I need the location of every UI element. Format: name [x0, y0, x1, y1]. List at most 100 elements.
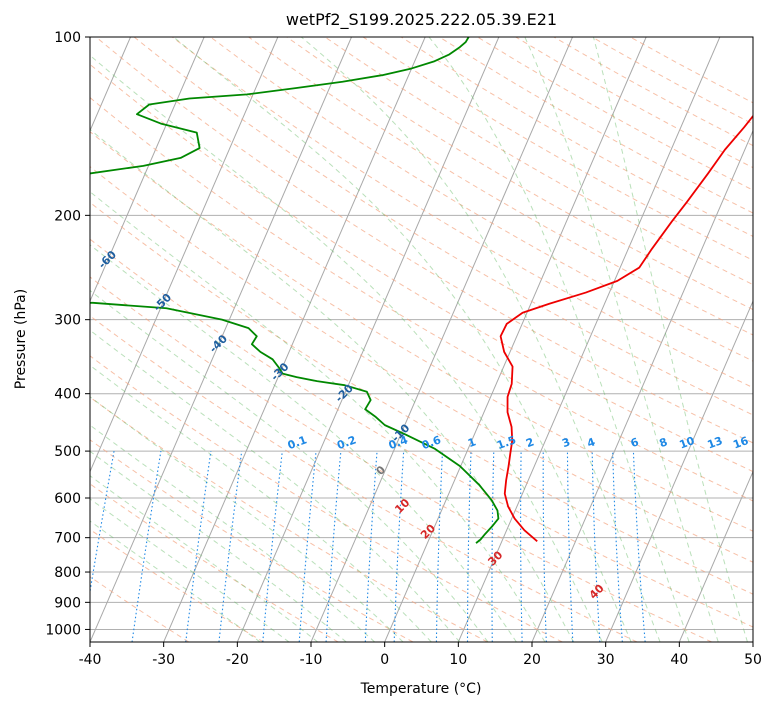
mixing-ratio-line	[364, 451, 378, 642]
mixing-ratio-label: 2	[524, 435, 536, 450]
mixing-ratio-label: 1	[466, 435, 478, 450]
mixing-ratio-line	[185, 451, 212, 642]
dry-adiabat-line	[90, 238, 753, 628]
mixing-ratio-line	[591, 451, 601, 642]
mixing-ratio-line	[298, 451, 317, 642]
x-tick-label: 20	[523, 652, 541, 668]
moist-adiabat-line	[90, 520, 261, 642]
moist-adiabat-label: 0	[374, 463, 389, 478]
moist-adiabats	[90, 37, 748, 642]
mixing-ratio-label: 4	[585, 435, 597, 450]
dry-adiabat-line	[90, 315, 638, 642]
x-tick-label: 50	[744, 652, 762, 668]
moist-adiabat-line	[90, 396, 404, 642]
temperature-profile-line	[499, 114, 753, 543]
dewpoint-profile-line	[90, 37, 500, 544]
isotherm-line	[457, 37, 721, 642]
mixing-ratio-line	[325, 451, 342, 642]
dry-adiabat-label: -40	[207, 332, 230, 355]
moist-adiabat-line	[90, 329, 461, 642]
dry-adiabat-line	[90, 355, 563, 642]
dry-adiabat-line	[90, 63, 753, 473]
mixing-ratio-label: 10	[678, 434, 697, 452]
moist-adiabat-line	[90, 498, 290, 642]
mixing-ratio-label: 16	[731, 434, 750, 452]
mixing-ratio-line	[632, 451, 646, 642]
y-tick-label: 200	[54, 208, 81, 224]
x-tick-label: 0	[380, 652, 389, 668]
mixing-ratio-label: 0.2	[335, 433, 358, 452]
x-axis-ticks: -40 -30 -20 -10 0 10 20 30 40 50	[79, 642, 762, 668]
mixing-ratio-line	[90, 451, 115, 595]
y-tick-label: 100	[54, 30, 81, 46]
mixing-ratio-label: 1.5	[495, 433, 518, 452]
isotherm-line	[531, 129, 753, 642]
isotherm-line	[605, 299, 753, 642]
y-tick-label: 500	[54, 444, 81, 460]
sounding-profiles	[90, 37, 753, 544]
dry-adiabat-line	[90, 396, 488, 642]
dry-adiabat-line	[553, 37, 753, 147]
dry-adiabat-line	[210, 37, 753, 362]
dry-adiabat-label: -30	[268, 360, 291, 383]
moist-adiabat-line	[90, 289, 489, 642]
moist-adiabat-label: 30	[485, 548, 505, 568]
moist-adiabat-line	[173, 37, 632, 642]
x-tick-label: -30	[152, 652, 175, 668]
mixing-ratio-label: 13	[706, 434, 725, 451]
isotherm-line	[752, 640, 753, 642]
dry-adiabat-label: -60	[96, 248, 119, 271]
dry-adiabat-label: -20	[333, 381, 356, 404]
mixing-ratio-label: 6	[629, 435, 641, 450]
mixing-ratio-label: 0.6	[420, 433, 443, 452]
dry-adiabat-line	[95, 37, 753, 444]
y-axis-label: Pressure (hPa)	[13, 289, 29, 389]
x-tick-label: -20	[226, 652, 249, 668]
y-axis-ticks: 1000 900 800 700 600 500 400 300 200 100	[45, 30, 90, 638]
mixing-ratio-line	[520, 451, 523, 642]
y-tick-label: 600	[54, 491, 81, 507]
plot-frame	[89, 36, 754, 643]
mixing-ratio-line	[435, 451, 444, 642]
dry-adiabat-line	[90, 439, 414, 642]
y-tick-label: 800	[54, 565, 81, 581]
x-tick-label: 40	[670, 652, 688, 668]
mixing-ratio-line	[218, 451, 243, 642]
mixing-ratio-line	[491, 451, 495, 642]
mixing-ratio-label: 8	[658, 435, 670, 450]
isotherm-line	[90, 37, 205, 303]
y-tick-label: 1000	[45, 622, 81, 638]
moist-adiabat-line	[90, 128, 575, 642]
mixing-ratio-label: 0.1	[286, 433, 309, 452]
moist-adiabat-line	[90, 244, 517, 642]
isotherm-line	[163, 37, 426, 642]
chart-title: wetPf2_S199.2025.222.05.39.E21	[285, 10, 558, 29]
x-tick-label: 10	[449, 652, 467, 668]
mixing-ratio-label: 3	[560, 435, 572, 450]
moist-adiabat-line	[90, 364, 432, 642]
isotherm-line	[236, 37, 500, 642]
y-tick-label: 300	[54, 313, 81, 329]
moist-adiabat-line	[524, 37, 719, 642]
dry-adiabat-line	[90, 131, 753, 532]
isotherm-line	[678, 470, 753, 642]
dry-adiabat-line	[90, 165, 753, 563]
isotherm-line	[90, 37, 352, 642]
isotherm-line	[384, 37, 647, 642]
moist-adiabat-line	[90, 191, 546, 642]
moist-adiabat-line	[592, 37, 748, 642]
mixing-ratio-label: 20	[761, 434, 775, 452]
plot-grid	[90, 37, 753, 642]
isotherm-line	[90, 37, 279, 473]
dry-adiabat-line	[171, 37, 753, 389]
moist-adiabat-line	[90, 475, 319, 642]
mixing-ratio-line	[131, 451, 162, 642]
x-tick-label: -10	[300, 652, 323, 668]
dry-adiabat-line	[133, 37, 753, 416]
moist-adiabat-line	[90, 424, 376, 642]
moist-adiabat-label: 40	[587, 582, 607, 602]
dry-adiabat-line	[591, 37, 753, 125]
dry-adiabat-line	[90, 201, 753, 595]
dry-adiabat-line	[286, 37, 753, 311]
dry-adiabat-line	[90, 483, 339, 642]
